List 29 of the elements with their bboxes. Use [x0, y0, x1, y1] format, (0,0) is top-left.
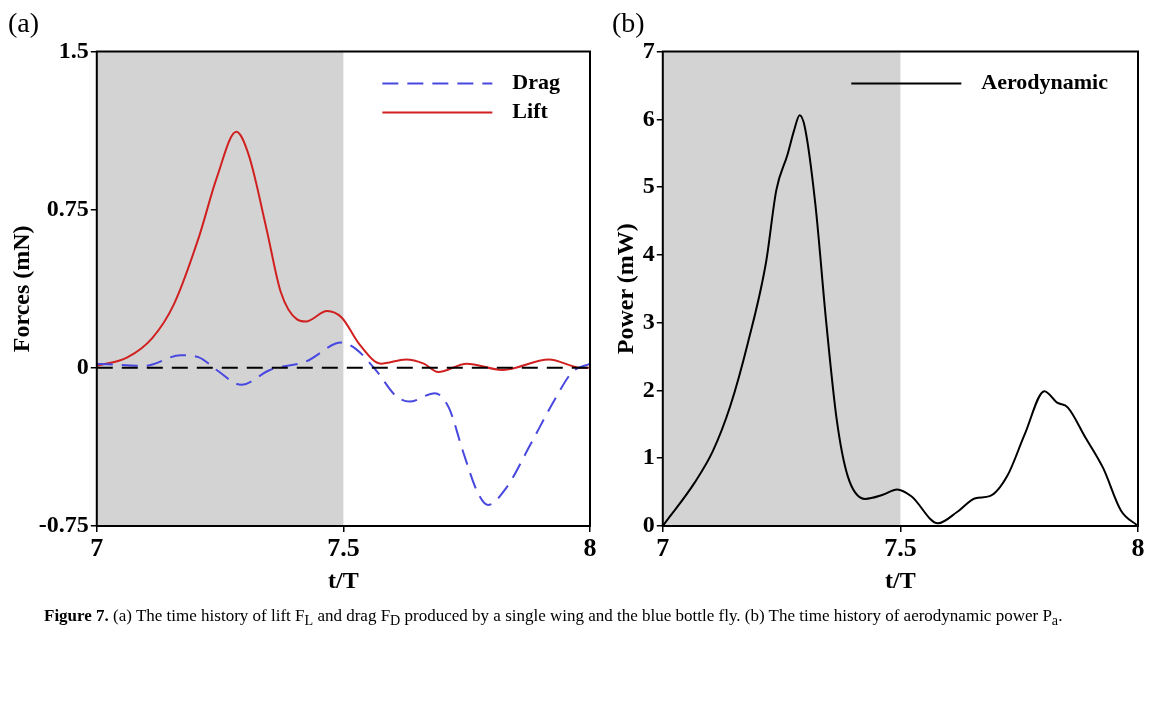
y-tick-label: 1.5: [58, 36, 89, 63]
line-series: [96, 130, 590, 374]
x-tick-label: 8: [583, 533, 597, 563]
y-tick-label: 7: [642, 36, 655, 63]
y-tick-label: 5: [642, 172, 655, 199]
x-axis-title: t/T: [885, 566, 916, 593]
y-tick-label: 4: [642, 240, 655, 267]
y-tick-label: 0: [76, 353, 89, 380]
y-tick-label: 1: [642, 443, 655, 470]
text: (a) The time history of lift F$_{L}$ and drag F$_{D}$ produced by a single wing and the blue bottle fly. (b) The time history of aerodynamic power P$_{a}$.: [113, 606, 1063, 629]
x-tick-label: 7.5: [884, 533, 917, 563]
y-axis-title: Forces (mN): [7, 225, 34, 353]
legend-label: Aerodynamic: [981, 69, 1109, 95]
y-tick-label: 0: [642, 511, 655, 538]
x-tick-label: 7.5: [327, 533, 360, 563]
x-axis-title: t/T: [328, 566, 359, 593]
caption: Figure 7.: [44, 606, 110, 625]
chart-title: (a): [8, 7, 40, 39]
x-tick-label: 8: [1131, 533, 1145, 563]
y-tick-label: 0.75: [46, 194, 89, 221]
legend-label: Drag: [512, 69, 560, 95]
y-tick-label: 2: [642, 375, 655, 402]
line-series: [96, 341, 590, 506]
chart-title: (b): [612, 7, 645, 39]
y-tick-label: 6: [642, 104, 655, 131]
y-tick-label: 3: [642, 307, 655, 334]
y-axis-title: Power (mW): [611, 223, 638, 355]
y-tick-label: -0.75: [38, 511, 89, 538]
legend-label: Lift: [512, 98, 549, 124]
